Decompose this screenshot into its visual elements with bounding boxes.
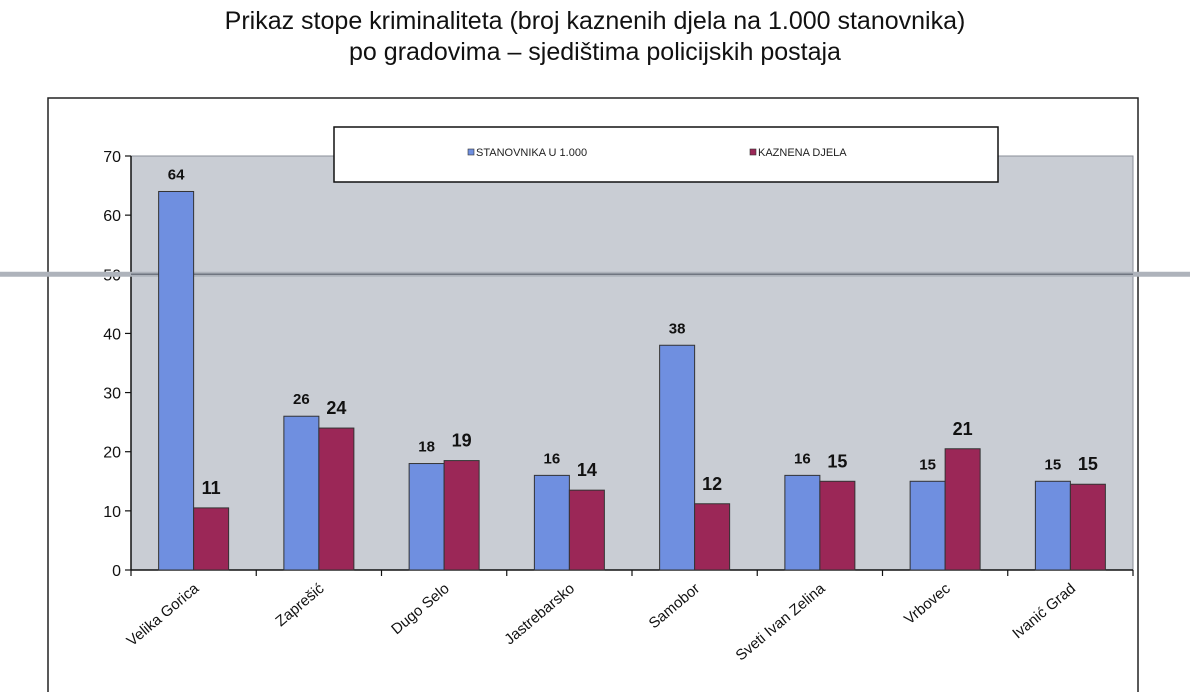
data-label: 64 bbox=[168, 166, 185, 183]
bar-stanovnika bbox=[158, 190, 195, 571]
data-label: 16 bbox=[794, 450, 811, 467]
y-tick-label: 30 bbox=[103, 386, 121, 403]
bar-kaznena-djela bbox=[944, 448, 981, 571]
x-category-label: Jastrebarsko bbox=[501, 580, 578, 648]
x-category-label: Vrbovec bbox=[901, 580, 954, 628]
data-label: 18 bbox=[418, 439, 435, 456]
data-label: 15 bbox=[919, 456, 936, 473]
bar-kaznena-djela bbox=[193, 507, 230, 571]
x-category-label: Samobor bbox=[646, 580, 704, 632]
y-tick-label: 0 bbox=[112, 563, 121, 580]
y-tick-label: 10 bbox=[103, 504, 121, 521]
legend-swatch-stanovnika bbox=[467, 148, 475, 156]
y-tick-label: 40 bbox=[103, 326, 121, 343]
y-tick-label: 70 bbox=[103, 149, 121, 166]
bar-kaznena-djela bbox=[819, 480, 856, 571]
bar-stanovnika bbox=[283, 415, 320, 571]
data-label: 15 bbox=[827, 451, 847, 471]
plot-area bbox=[130, 155, 1134, 571]
chart-title-line-1: Prikaz stope kriminaliteta (broj kazneni… bbox=[224, 7, 966, 35]
x-category-label: Ivanić Grad bbox=[1009, 580, 1079, 642]
bar-kaznena-djela bbox=[443, 460, 480, 571]
data-label: 11 bbox=[202, 478, 221, 498]
legend-swatch-kaznena-djela bbox=[749, 148, 757, 156]
data-label: 38 bbox=[669, 320, 686, 337]
data-label: 21 bbox=[953, 419, 973, 439]
x-category-label: Dugo Selo bbox=[388, 580, 453, 638]
bar-stanovnika bbox=[533, 474, 570, 571]
y-tick-label: 20 bbox=[103, 445, 121, 462]
x-category-label: Zaprešić bbox=[272, 580, 327, 630]
data-label: 19 bbox=[452, 431, 472, 451]
data-label: 15 bbox=[1045, 456, 1062, 473]
legend bbox=[333, 126, 999, 183]
chart-title: Prikaz stope kriminaliteta (broj kazneni… bbox=[0, 6, 1190, 68]
chart-frame bbox=[47, 97, 1139, 692]
data-label: 12 bbox=[702, 474, 722, 494]
y-tick-label: 60 bbox=[103, 208, 121, 225]
x-category-label: Velika Gorica bbox=[124, 580, 203, 650]
data-label: 16 bbox=[544, 450, 561, 467]
bar-stanovnika bbox=[1034, 480, 1071, 571]
legend-label: STANOVNIKA U 1.000 bbox=[476, 147, 587, 159]
data-label: 26 bbox=[293, 391, 310, 408]
bar-kaznena-djela bbox=[694, 503, 731, 571]
bar-kaznena-djela bbox=[568, 489, 605, 571]
bar-kaznena-djela bbox=[1069, 483, 1106, 571]
data-label: 24 bbox=[326, 398, 346, 418]
bar-stanovnika bbox=[909, 480, 946, 571]
bar-stanovnika bbox=[408, 463, 445, 571]
bar-stanovnika bbox=[659, 344, 696, 571]
legend-label: KAZNENA DJELA bbox=[758, 147, 847, 159]
bar-stanovnika bbox=[784, 474, 821, 571]
chart-title-line-2: po gradovima – sjedištima policijskih po… bbox=[349, 38, 841, 66]
bar-kaznena-djela bbox=[318, 427, 355, 571]
x-category-label: Sveti Ivan Zelina bbox=[733, 580, 829, 665]
data-label: 15 bbox=[1078, 454, 1098, 474]
data-label: 14 bbox=[577, 460, 597, 480]
